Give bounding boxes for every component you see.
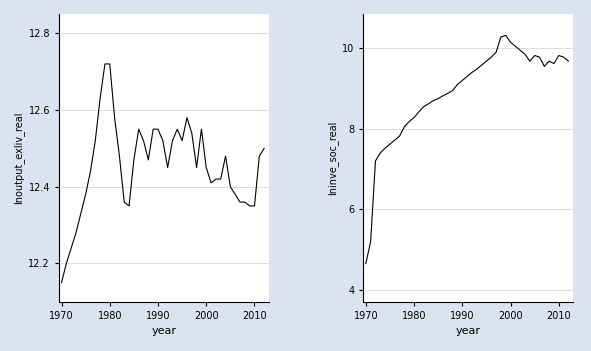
X-axis label: year: year (456, 326, 481, 337)
Y-axis label: lnoutput_exliv_real: lnoutput_exliv_real (14, 112, 24, 204)
X-axis label: year: year (151, 326, 177, 337)
Y-axis label: lninve_soc_real: lninve_soc_real (327, 121, 338, 195)
